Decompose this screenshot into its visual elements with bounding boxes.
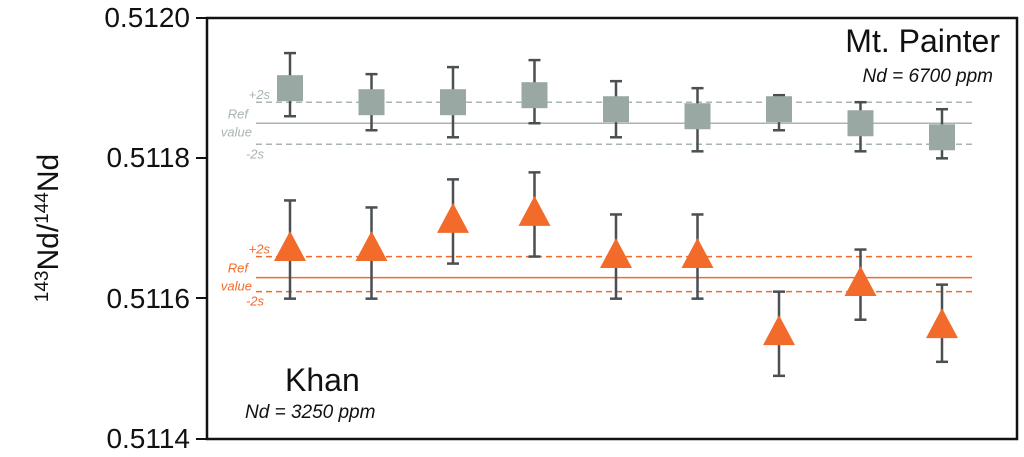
series-note-khan: Nd = 3250 ppm: [245, 402, 375, 423]
y-axis-title-nd: Nd: [32, 154, 65, 192]
point-khan-4: [518, 171, 551, 258]
marker-khan-8: [844, 266, 877, 297]
marker-mt-painter-1: [277, 75, 303, 102]
marker-mt-painter-4: [521, 82, 548, 109]
point-khan-8: [844, 248, 877, 321]
point-mt-painter-5: [603, 79, 629, 139]
point-khan-5: [600, 213, 632, 300]
point-mt-painter-2: [358, 72, 385, 132]
marker-mt-painter-7: [766, 96, 792, 123]
point-khan-3: [437, 178, 469, 265]
point-khan-1: [274, 199, 306, 300]
ref-label-khan: Ref: [228, 261, 250, 276]
marker-khan-7: [763, 315, 795, 346]
marker-khan-5: [600, 237, 632, 268]
point-mt-painter-6: [684, 86, 711, 153]
point-khan-9: [926, 283, 958, 364]
y-tick-label-3: 0.5120: [104, 2, 190, 33]
marker-mt-painter-3: [440, 89, 466, 116]
series-label-khan: Khan: [285, 362, 360, 398]
y-axis-title-sup-144: 144: [32, 192, 53, 224]
ref-label-mt-painter: Ref: [228, 106, 250, 121]
y-tick-label-1: 0.5116: [106, 283, 190, 314]
y-axis-title-nd-slash: Nd/: [32, 223, 65, 270]
series-label-mt-painter: Mt. Painter: [845, 23, 1000, 59]
minus-2s-label-mt-painter: -2s: [246, 146, 265, 161]
marker-mt-painter-8: [847, 110, 874, 137]
marker-mt-painter-5: [603, 96, 629, 123]
marker-mt-painter-6: [684, 103, 711, 130]
point-mt-painter-1: [277, 51, 303, 118]
y-axis-title-sup-143: 143: [32, 271, 53, 303]
marker-khan-6: [681, 237, 714, 268]
minus-2s-label-khan: -2s: [246, 294, 265, 309]
plot-frame: [205, 16, 1019, 441]
point-khan-7: [763, 290, 795, 378]
marker-khan-3: [437, 202, 469, 233]
marker-khan-9: [926, 308, 958, 339]
y-axis-title: 143Nd/144Nd: [32, 154, 66, 302]
data-marks: [274, 51, 958, 378]
y-tick-label-0: 0.5114: [106, 423, 190, 454]
y-tick-label-2: 0.5118: [106, 142, 190, 173]
marker-mt-painter-2: [358, 89, 385, 116]
point-mt-painter-8: [847, 100, 874, 153]
marker-mt-painter-9: [929, 124, 955, 151]
point-khan-6: [681, 213, 714, 300]
plus-2s-label-khan: +2s: [249, 242, 271, 257]
marker-khan-1: [274, 230, 306, 261]
point-mt-painter-9: [929, 107, 955, 160]
point-mt-painter-3: [440, 65, 466, 139]
marker-khan-2: [355, 230, 388, 261]
value-label-mt-painter: value: [221, 124, 252, 139]
point-khan-2: [355, 206, 388, 300]
series-note-mt-painter: Nd = 6700 ppm: [863, 66, 993, 87]
value-label-khan: value: [221, 279, 252, 294]
point-mt-painter-4: [521, 58, 548, 125]
marker-khan-4: [518, 195, 551, 226]
plus-2s-label-mt-painter: +2s: [249, 87, 271, 102]
point-mt-painter-7: [766, 93, 792, 132]
